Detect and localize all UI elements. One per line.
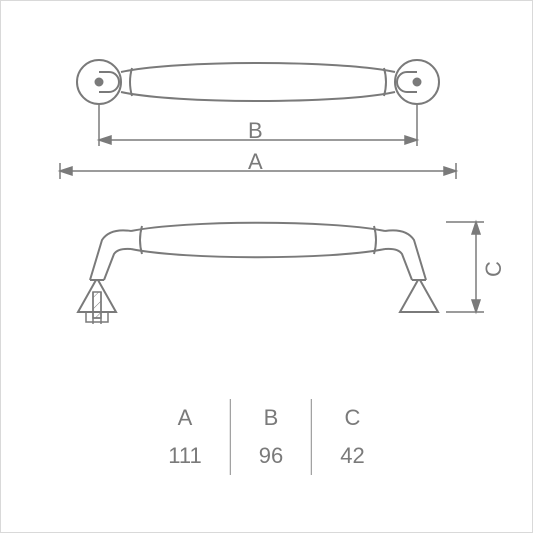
end-cap-right xyxy=(395,60,439,104)
value-c: 42 xyxy=(312,437,393,475)
leg-right xyxy=(385,230,438,312)
label-b: B xyxy=(248,118,263,144)
top-view xyxy=(77,60,439,104)
dimension-c xyxy=(446,222,484,312)
leg-left xyxy=(78,230,131,312)
dimension-table: A B C 111 96 42 xyxy=(140,399,392,475)
value-b: 96 xyxy=(230,437,311,475)
end-cap-left xyxy=(77,60,121,104)
technical-drawing xyxy=(36,36,497,356)
foot-section-left xyxy=(78,292,116,324)
handle-body-top xyxy=(121,63,395,101)
table-row: A B C xyxy=(140,399,392,437)
col-header-c: C xyxy=(312,399,393,437)
table-row: 111 96 42 xyxy=(140,437,392,475)
col-header-a: A xyxy=(140,399,230,437)
label-a: A xyxy=(248,149,263,175)
col-header-b: B xyxy=(230,399,311,437)
front-view xyxy=(78,223,438,324)
label-c: C xyxy=(481,261,507,277)
value-a: 111 xyxy=(140,437,230,475)
